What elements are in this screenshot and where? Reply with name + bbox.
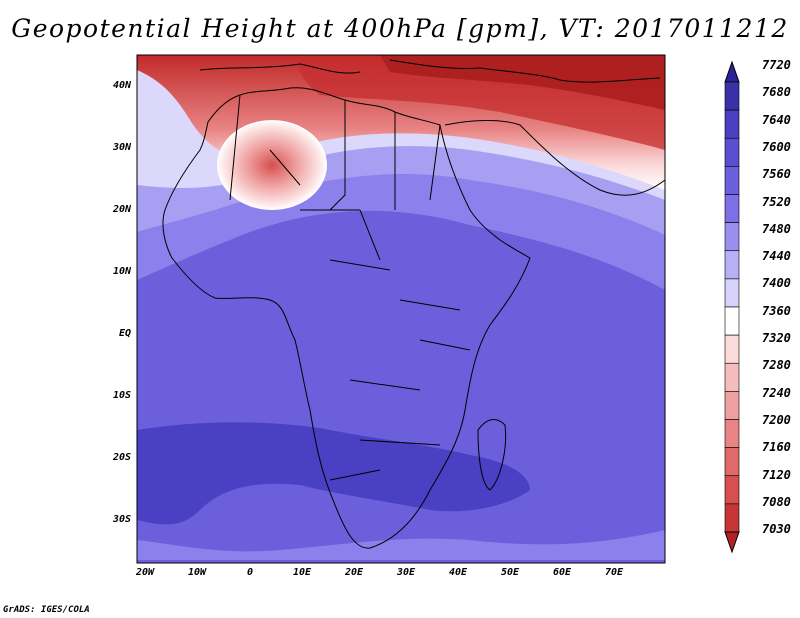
colorbar-arrow-bottom — [724, 531, 740, 554]
colorbar-arrow-top — [724, 60, 740, 83]
colorbar-swatch — [724, 447, 740, 477]
field-south-light — [137, 530, 665, 560]
colorbar-label: 7520 — [762, 194, 791, 209]
lat-label: EQ — [118, 328, 131, 339]
lon-label: 30E — [396, 567, 416, 578]
lat-label: 10N — [112, 266, 131, 277]
lat-label: 20N — [112, 204, 131, 215]
lon-label: 50E — [500, 567, 520, 578]
colorbar-label: 7720 — [762, 58, 791, 72]
colorbar-label: 7240 — [762, 385, 791, 400]
colorbar-swatch — [724, 475, 740, 505]
colorbar-swatch — [724, 194, 740, 223]
coastlines — [162, 59, 665, 549]
field-deep-blue — [137, 422, 530, 525]
field-sahara-low — [217, 120, 327, 210]
colorbar-label: 7640 — [762, 112, 791, 127]
colorbar-swatch — [724, 362, 740, 392]
colorbar-swatch — [724, 306, 740, 336]
colorbar — [724, 60, 740, 554]
colorbar-label: 7480 — [762, 221, 791, 236]
colorbar-swatch — [724, 334, 740, 364]
grads-credit: GrADS: IGES/COLA — [3, 605, 90, 615]
lat-label: 30S — [112, 514, 131, 525]
colorbar-swatch — [724, 166, 740, 195]
colorbar-label: 7680 — [762, 85, 791, 100]
lat-label: 20S — [112, 452, 131, 463]
colorbar-swatch — [724, 109, 740, 139]
colorbar-swatch — [724, 503, 740, 533]
colorbar-label: 7200 — [762, 412, 791, 427]
colorbar-label: 7440 — [762, 249, 791, 264]
lon-label: 70E — [604, 567, 624, 578]
map-title: Geopotential Height at 400hPa [gpm], VT:… — [11, 14, 789, 43]
plot-frame — [136, 54, 666, 564]
colorbar-swatch — [724, 419, 740, 448]
colorbar-label: 7600 — [762, 139, 791, 154]
colorbar-swatch — [724, 278, 740, 308]
lon-label: 20E — [344, 567, 364, 578]
colorbar-swatch — [724, 250, 740, 280]
colorbar-label: 7030 — [762, 522, 791, 537]
colorbar-swatch — [724, 222, 740, 252]
colorbar-label: 7120 — [762, 467, 791, 482]
lon-label: 0 — [246, 567, 254, 578]
colorbar-swatch — [724, 137, 740, 167]
colorbar-label: 7160 — [762, 440, 791, 455]
colorbar-swatch — [724, 391, 740, 420]
colorbar-label: 7360 — [762, 303, 791, 318]
colorbar-label: 7280 — [762, 358, 791, 373]
lon-label: 10W — [187, 567, 207, 578]
lat-label: 10S — [112, 390, 131, 401]
lon-label: 60E — [552, 567, 572, 578]
colorbar-label: 7400 — [762, 276, 791, 291]
colorbar-label: 7560 — [762, 167, 791, 182]
lon-label: 10E — [292, 567, 312, 578]
colorbar-label: 7320 — [762, 331, 791, 345]
lon-label: 20W — [135, 567, 155, 578]
colorbar-label: 7080 — [762, 494, 791, 509]
lat-label: 40N — [112, 80, 131, 91]
field-red-darkest — [380, 55, 665, 110]
lat-label: 30N — [112, 142, 131, 153]
colorbar-swatch — [724, 81, 740, 111]
height-field — [137, 55, 665, 563]
lon-label: 40E — [448, 567, 468, 578]
